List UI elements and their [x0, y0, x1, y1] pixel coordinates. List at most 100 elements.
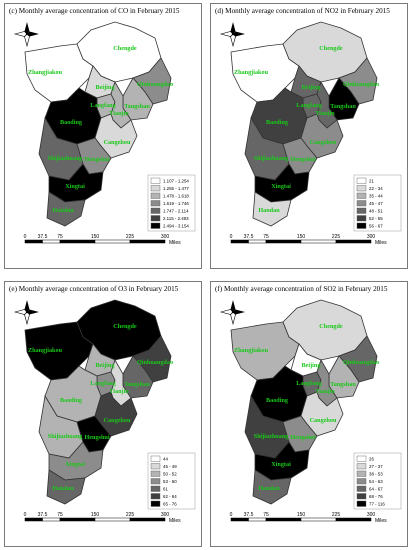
legend-label: 48 - 51: [369, 209, 383, 214]
city-label-baoding: Baoding: [60, 119, 83, 126]
legend: 1.107 - 1.254 1.255 - 1.477 1.478 - 1.618 1…: [147, 174, 196, 232]
city-label-tangshan: Tangshan: [124, 381, 150, 388]
legend-swatch: [150, 177, 161, 184]
scale-tick: 0: [24, 234, 27, 240]
scale-tick: 300: [161, 512, 170, 518]
city-label-hengshui: Hengshui: [84, 156, 109, 163]
legend-label: 56 - 67: [369, 224, 383, 229]
city-label-xingtai: Xingtai: [65, 461, 85, 468]
city-label-shijiazhuang: Shijiazhuang: [254, 433, 290, 440]
legend-swatch: [356, 493, 367, 500]
legend-swatch: [150, 463, 161, 470]
legend: 26 27 - 37 38 - 53 54 - 63 64 - 67 68 - 76 77 …: [353, 452, 402, 510]
scale-tick: 75: [263, 234, 269, 240]
region-zhangjiakou: [230, 321, 300, 381]
scale-tick: 150: [91, 512, 100, 518]
scale-tick: 0: [230, 512, 233, 518]
legend-swatch: [356, 485, 367, 492]
city-label-zhangjiakou: Zhangjiakou: [28, 347, 63, 354]
north-arrow-icon: [219, 300, 245, 326]
legend-swatch: [150, 215, 161, 222]
city-label-tianjin: Tianjin: [315, 388, 335, 395]
legend-swatch: [150, 478, 161, 485]
legend-swatch: [356, 463, 367, 470]
legend-label: 1.478 - 1.618: [163, 194, 189, 199]
city-label-shijiazhuang: Shijiazhuang: [254, 155, 290, 162]
scale-tick: 37.5: [244, 234, 254, 240]
city-label-tianjin: Tianjin: [109, 388, 129, 395]
city-label-baoding: Baoding: [60, 397, 83, 404]
legend-label: 68 - 76: [369, 494, 383, 499]
scale-tick: 300: [367, 234, 376, 240]
legend-swatch: [150, 222, 161, 229]
north-arrow-icon: [13, 22, 39, 48]
city-label-tangshan: Tangshan: [124, 103, 150, 110]
legend-swatch: [150, 493, 161, 500]
scale-tick: 37.5: [38, 234, 48, 240]
scale-tick: 300: [367, 512, 376, 518]
map-panel-no2: (d) Monthly average concentration of NO2…: [210, 3, 408, 269]
legend-swatch: [150, 455, 161, 462]
legend-label: 35 - 44: [369, 194, 383, 199]
legend-label: 53 - 60: [163, 479, 177, 484]
map-svg: Zhangjiakou Chengde Beijing Qinhuangdao Lang…: [13, 299, 196, 524]
city-label-baoding: Baoding: [266, 397, 289, 404]
city-label-hengshui: Hengshui: [290, 156, 315, 163]
scale-tick: 75: [263, 512, 269, 518]
scale-tick: 0: [230, 234, 233, 240]
city-label-xingtai: Xingtai: [271, 183, 291, 190]
legend-label: 45 - 49: [163, 464, 177, 469]
legend-label: 22 - 34: [369, 186, 383, 191]
panel-title: (e) Monthly average concentration of O3 …: [9, 285, 179, 293]
legend-label: 2.494 - 3.154: [163, 224, 189, 229]
legend-swatch: [150, 485, 161, 492]
legend-swatch: [356, 215, 367, 222]
map-panel-so2: (f) Monthly average concentration of SO2…: [210, 281, 408, 547]
legend-swatch: [150, 200, 161, 207]
north-arrow-icon: [219, 22, 245, 48]
region-handan: [46, 469, 86, 505]
map-svg: Zhangjiakou Chengde Beijing Qinhuangdao Lang…: [13, 21, 196, 246]
scale-unit: Miles: [169, 518, 181, 524]
legend-swatch: [356, 478, 367, 485]
city-label-tianjin: Tianjin: [315, 110, 335, 117]
scale-tick: 225: [332, 234, 341, 240]
region-zhangjiakou: [230, 43, 300, 103]
scale-tick: 75: [57, 234, 63, 240]
city-label-qinhuangdao: Qinhuangdao: [343, 359, 379, 366]
legend-swatch: [356, 500, 367, 507]
scale-tick: 75: [57, 512, 63, 518]
city-label-zhangjiakou: Zhangjiakou: [234, 347, 269, 354]
north-arrow-icon: [13, 300, 39, 326]
scale-tick: 150: [297, 512, 306, 518]
city-label-tangshan: Tangshan: [330, 103, 356, 110]
legend-swatch: [356, 185, 367, 192]
legend-label: 64 - 67: [369, 487, 383, 492]
scale-tick: 225: [332, 512, 341, 518]
legend-label: 1.747 - 2.114: [163, 209, 189, 214]
scale-tick: 37.5: [38, 512, 48, 518]
legend-swatch: [356, 200, 367, 207]
scale-tick: 300: [161, 234, 170, 240]
city-label-shijiazhuang: Shijiazhuang: [48, 433, 84, 440]
scale-unit: Miles: [169, 240, 181, 246]
map-svg: Zhangjiakou Chengde Beijing Qinhuangdao Lang…: [219, 299, 402, 524]
city-label-langfang: Langfang: [90, 380, 116, 387]
region-handan: [252, 191, 292, 227]
legend-swatch: [356, 207, 367, 214]
city-label-chengde: Chengde: [113, 323, 137, 330]
legend-label: 65 - 76: [163, 502, 177, 507]
scale-tick: 225: [126, 234, 135, 240]
legend-swatch: [150, 500, 161, 507]
city-label-qinhuangdao: Qinhuangdao: [137, 81, 173, 88]
city-label-langfang: Langfang: [90, 102, 116, 109]
city-label-xingtai: Xingtai: [271, 461, 291, 468]
legend-swatch: [150, 185, 161, 192]
legend-label: 44: [163, 457, 168, 462]
legend: 21 22 - 34 35 - 44 45 - 47 48 - 51 52 - 55 56 …: [353, 174, 402, 232]
legend-swatch: [356, 192, 367, 199]
city-label-hengshui: Hengshui: [84, 434, 109, 441]
